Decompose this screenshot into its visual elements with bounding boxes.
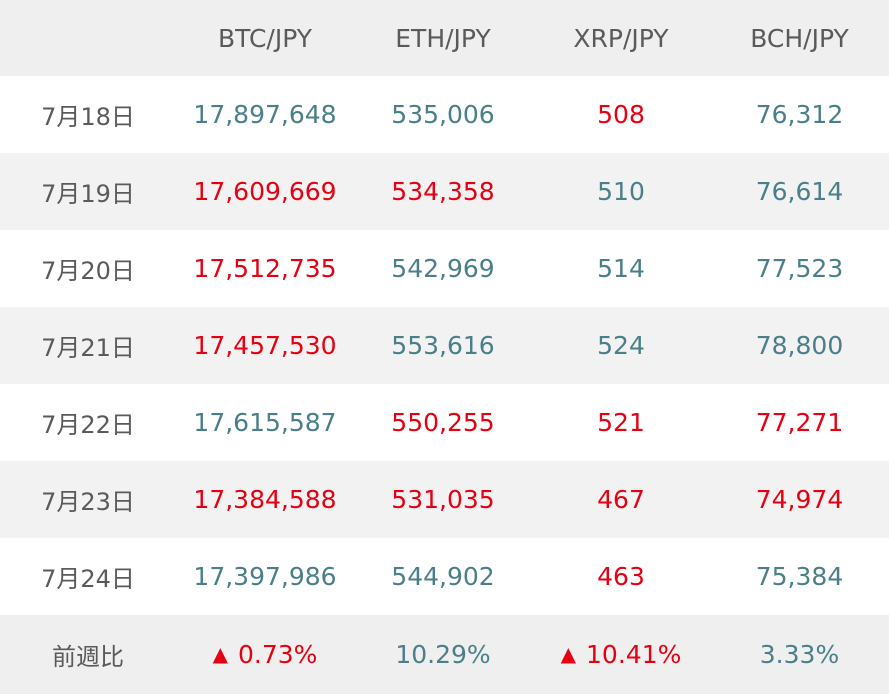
up-triangle-icon: ▲ bbox=[560, 642, 577, 666]
price-cell-btc: 17,512,735 bbox=[193, 254, 337, 283]
header-row: BTC/JPY ETH/JPY XRP/JPY BCH/JPY bbox=[0, 0, 889, 76]
week-change-value: 10.29% bbox=[395, 640, 491, 669]
table-body: 7月18日 17,897,648 535,006 508 76,312 7月19… bbox=[0, 76, 889, 694]
week-change-value: 0.73% bbox=[237, 640, 318, 669]
price-cell-xrp: 521 bbox=[597, 408, 645, 437]
price-cell-bch: 78,800 bbox=[755, 331, 844, 360]
price-cell-eth: 534,358 bbox=[391, 177, 495, 206]
price-cell-eth: 542,969 bbox=[391, 254, 495, 283]
row-date: 7月22日 bbox=[41, 411, 135, 439]
week-change-bch: 3.33% bbox=[710, 615, 889, 694]
row-date: 7月21日 bbox=[41, 334, 135, 362]
price-cell-eth: 535,006 bbox=[391, 100, 495, 129]
table-header: BTC/JPY ETH/JPY XRP/JPY BCH/JPY bbox=[0, 0, 889, 76]
table-row: 7月20日 17,512,735 542,969 514 77,523 bbox=[0, 230, 889, 307]
price-cell-eth: 531,035 bbox=[391, 485, 495, 514]
price-cell-xrp: 508 bbox=[597, 100, 645, 129]
price-cell-eth: 553,616 bbox=[391, 331, 495, 360]
row-date: 7月23日 bbox=[41, 488, 135, 516]
price-cell-xrp: 467 bbox=[597, 485, 645, 514]
table-row: 7月21日 17,457,530 553,616 524 78,800 bbox=[0, 307, 889, 384]
price-cell-bch: 76,312 bbox=[755, 100, 844, 129]
week-change-btc: ▲ 0.73% bbox=[176, 615, 354, 694]
price-cell-bch: 77,523 bbox=[755, 254, 844, 283]
table-row: 7月24日 17,397,986 544,902 463 75,384 bbox=[0, 538, 889, 615]
price-cell-bch: 75,384 bbox=[755, 562, 844, 591]
price-cell-xrp: 524 bbox=[597, 331, 645, 360]
price-cell-btc: 17,384,588 bbox=[193, 485, 337, 514]
week-change-xrp: ▲ 10.41% bbox=[532, 615, 710, 694]
week-change-value: 3.33% bbox=[759, 640, 840, 669]
week-change-label: 前週比 bbox=[52, 643, 124, 671]
header-cell-date bbox=[0, 0, 176, 76]
price-cell-xrp: 463 bbox=[597, 562, 645, 591]
row-date: 7月18日 bbox=[41, 103, 135, 131]
table-row: 7月23日 17,384,588 531,035 467 74,974 bbox=[0, 461, 889, 538]
table-row: 7月22日 17,615,587 550,255 521 77,271 bbox=[0, 384, 889, 461]
row-date: 7月19日 bbox=[41, 180, 135, 208]
price-cell-eth: 544,902 bbox=[391, 562, 495, 591]
price-cell-eth: 550,255 bbox=[391, 408, 495, 437]
up-triangle-icon: ▲ bbox=[212, 642, 228, 666]
header-cell-xrp: XRP/JPY bbox=[573, 23, 669, 53]
price-cell-btc: 17,615,587 bbox=[193, 408, 337, 437]
header-cell-btc: BTC/JPY bbox=[217, 23, 312, 53]
price-cell-btc: 17,457,530 bbox=[193, 331, 337, 360]
row-date: 7月20日 bbox=[41, 257, 135, 285]
week-change-value: 10.41% bbox=[586, 640, 682, 669]
table-row: 7月18日 17,897,648 535,006 508 76,312 bbox=[0, 76, 889, 153]
price-cell-xrp: 514 bbox=[597, 254, 645, 283]
price-cell-btc: 17,897,648 bbox=[193, 100, 337, 129]
row-date: 7月24日 bbox=[41, 565, 135, 593]
table-row: 7月19日 17,609,669 534,358 510 76,614 bbox=[0, 153, 889, 230]
price-cell-btc: 17,397,986 bbox=[193, 562, 337, 591]
price-cell-bch: 76,614 bbox=[755, 177, 844, 206]
week-change-eth: 10.29% bbox=[354, 615, 532, 694]
price-cell-bch: 77,271 bbox=[755, 408, 844, 437]
price-cell-xrp: 510 bbox=[597, 177, 645, 206]
price-cell-btc: 17,609,669 bbox=[193, 177, 337, 206]
header-cell-eth: ETH/JPY bbox=[395, 23, 491, 53]
header-cell-bch: BCH/JPY bbox=[750, 23, 849, 53]
week-change-row: 前週比 ▲ 0.73% 10.29% ▲ 10.41% 3.33% bbox=[0, 615, 889, 694]
price-cell-bch: 74,974 bbox=[755, 485, 844, 514]
